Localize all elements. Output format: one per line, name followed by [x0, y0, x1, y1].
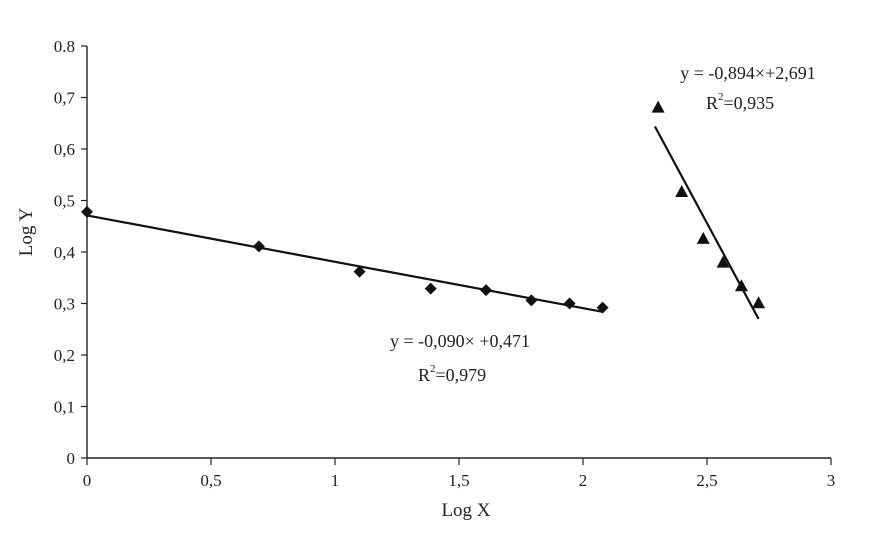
triangle-marker [651, 100, 665, 113]
series1-r2-value: =0,979 [436, 365, 487, 385]
y-tick-label: 0,3 [54, 295, 75, 314]
x-tick-label: 1,5 [448, 471, 469, 490]
series2-r2-superscript: 2 [718, 91, 724, 103]
series1-equation: y = -0,090× +0,471 [390, 331, 530, 351]
series2-r2-prefix: R [706, 93, 718, 113]
x-axis-title: Log X [441, 500, 490, 521]
y-tick-label: 0,4 [54, 243, 76, 262]
triangle-marker [675, 185, 689, 198]
trendlines [86, 125, 760, 320]
y-axis: 0 0,1 0,2 0,3 0,4 0,5 0,6 0,7 0.8 [54, 37, 88, 468]
diamond-marker [252, 240, 265, 253]
x-tick-label: 2 [579, 471, 588, 490]
y-tick-label: 0,7 [54, 89, 76, 108]
triangle-marker [734, 279, 748, 292]
series1-r2-superscript: 2 [430, 363, 436, 375]
triangle-marker [696, 231, 710, 244]
y-tick-label: 0,6 [54, 140, 75, 159]
x-tick-label: 1 [331, 471, 340, 490]
diamond-marker [81, 205, 93, 218]
y-tick-label: 0 [67, 449, 76, 468]
y-tick-label: 0,2 [54, 346, 75, 365]
x-tick-label: 0,5 [200, 471, 221, 490]
y-tick-label: 0,5 [54, 192, 75, 211]
triangle-marker [752, 296, 766, 309]
y-axis-title: Log Y [16, 208, 37, 257]
y-tick-label: 0.8 [54, 37, 75, 56]
diamond-marker [563, 297, 576, 310]
diamond-marker [596, 301, 609, 314]
y-tick-label: 0,1 [54, 398, 75, 417]
series2-equation: y = -0,894×+2,691 [680, 63, 815, 83]
x-tick-label: 3 [827, 471, 836, 490]
triangle-marker [716, 255, 730, 268]
data-points [81, 100, 766, 314]
x-tick-label: 0 [83, 471, 92, 490]
trendline-series-1 [86, 214, 603, 313]
diamond-marker [480, 284, 493, 297]
x-axis: 0 0,5 1 1,5 2 2,5 3 [83, 457, 836, 490]
diamond-marker [424, 282, 437, 295]
diamond-marker [525, 294, 538, 307]
series2-r2-value: =0,935 [724, 93, 775, 113]
series2-r2: R2=0,935 [706, 91, 774, 113]
series1-r2: R2=0,979 [418, 363, 486, 385]
series1-r2-prefix: R [418, 365, 430, 385]
x-tick-label: 2,5 [696, 471, 717, 490]
diamond-marker [353, 265, 366, 278]
